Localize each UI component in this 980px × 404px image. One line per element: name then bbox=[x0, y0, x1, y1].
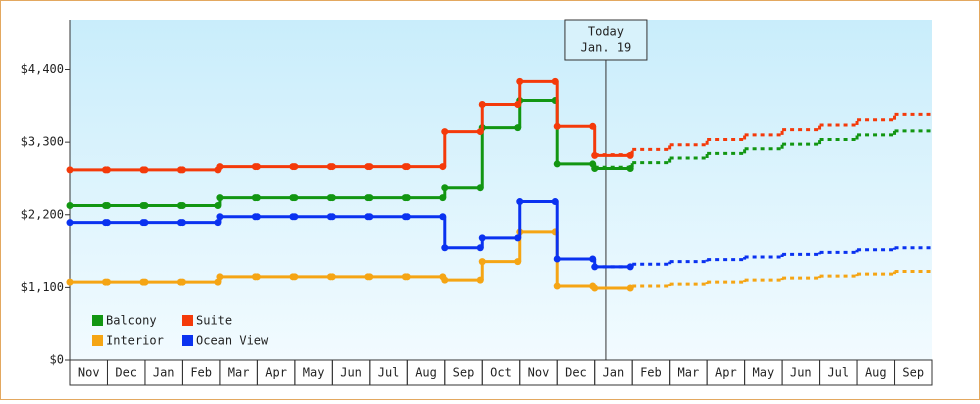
price-dot bbox=[441, 276, 449, 284]
x-tick-label: Apr bbox=[265, 366, 287, 380]
x-tick-label: Sep bbox=[453, 366, 475, 380]
price-dot bbox=[103, 202, 111, 210]
x-tick-label: Jun bbox=[340, 366, 362, 380]
price-dot bbox=[141, 202, 149, 210]
price-dot bbox=[553, 160, 561, 168]
price-dot bbox=[216, 194, 224, 202]
price-dot bbox=[141, 278, 149, 286]
legend-label: Balcony bbox=[106, 314, 157, 328]
price-dot bbox=[66, 278, 74, 286]
legend-label: Interior bbox=[106, 334, 164, 348]
legend-swatch bbox=[182, 335, 193, 346]
price-dot bbox=[553, 282, 561, 290]
y-tick-label: $2,200 bbox=[21, 207, 64, 221]
x-tick-label: Jan bbox=[153, 366, 175, 380]
y-tick-label: $3,300 bbox=[21, 135, 64, 149]
price-dot bbox=[328, 194, 336, 202]
legend-swatch bbox=[92, 335, 103, 346]
price-dot bbox=[103, 278, 111, 286]
price-dot bbox=[141, 166, 149, 174]
price-dot bbox=[478, 234, 486, 242]
price-dot bbox=[403, 213, 411, 221]
price-dot bbox=[553, 255, 561, 263]
price-dot bbox=[328, 273, 336, 281]
x-tick-label: Mar bbox=[678, 366, 700, 380]
x-tick-label: Sep bbox=[902, 366, 924, 380]
x-tick-label: Dec bbox=[565, 366, 587, 380]
price-dot bbox=[216, 273, 224, 281]
price-dot bbox=[441, 184, 449, 192]
price-dot bbox=[441, 128, 449, 136]
x-tick-label: Feb bbox=[190, 366, 212, 380]
price-dot bbox=[291, 213, 299, 221]
price-dot bbox=[328, 213, 336, 221]
price-dot bbox=[366, 273, 374, 281]
price-dot bbox=[178, 278, 186, 286]
price-dot bbox=[178, 166, 186, 174]
price-dot bbox=[253, 273, 261, 281]
price-dot bbox=[516, 77, 524, 85]
x-tick-label: Mar bbox=[228, 366, 250, 380]
x-tick-label: May bbox=[303, 366, 325, 380]
price-dot bbox=[253, 213, 261, 221]
price-dot bbox=[253, 163, 261, 171]
x-tick-label: Oct bbox=[490, 366, 512, 380]
plot-area bbox=[70, 20, 932, 360]
x-tick-label: Aug bbox=[415, 366, 437, 380]
price-dot bbox=[66, 219, 74, 227]
today-label: Today bbox=[588, 25, 624, 39]
price-dot bbox=[478, 101, 486, 109]
price-dot bbox=[403, 273, 411, 281]
x-tick-label: May bbox=[753, 366, 775, 380]
y-tick-label: $1,100 bbox=[21, 280, 64, 294]
today-label: Jan. 19 bbox=[581, 41, 632, 55]
price-dot bbox=[216, 163, 224, 171]
price-dot bbox=[403, 163, 411, 171]
price-dot bbox=[66, 202, 74, 210]
price-dot bbox=[178, 219, 186, 227]
price-dot bbox=[366, 163, 374, 171]
x-tick-label: Jul bbox=[827, 366, 849, 380]
price-dot bbox=[403, 194, 411, 202]
price-dot bbox=[103, 219, 111, 227]
x-tick-label: Nov bbox=[528, 366, 550, 380]
today-box bbox=[564, 19, 648, 61]
price-dot bbox=[516, 198, 524, 206]
legend-label: Suite bbox=[196, 314, 232, 328]
x-tick-label: Jun bbox=[790, 366, 812, 380]
price-dot bbox=[328, 163, 336, 171]
price-dot bbox=[478, 258, 486, 266]
x-tick-label: Apr bbox=[715, 366, 737, 380]
x-tick-label: Jan bbox=[603, 366, 625, 380]
legend-swatch bbox=[182, 315, 193, 326]
y-tick-label: $4,400 bbox=[21, 62, 64, 76]
x-tick-box bbox=[894, 359, 933, 386]
x-tick-label: Jul bbox=[378, 366, 400, 380]
price-dot bbox=[103, 166, 111, 174]
price-dot bbox=[253, 194, 261, 202]
x-tick-label: Dec bbox=[115, 366, 137, 380]
legend-label: Ocean View bbox=[196, 334, 269, 348]
legend-swatch bbox=[92, 315, 103, 326]
price-dot bbox=[366, 194, 374, 202]
price-dot bbox=[216, 213, 224, 221]
y-tick-label: $0 bbox=[50, 353, 64, 367]
price-dot bbox=[366, 213, 374, 221]
x-tick-label: Nov bbox=[78, 366, 100, 380]
price-dot bbox=[291, 194, 299, 202]
price-dot bbox=[178, 202, 186, 210]
x-tick-label: Aug bbox=[865, 366, 887, 380]
price-dot bbox=[291, 163, 299, 171]
price-dot bbox=[441, 244, 449, 252]
price-dot bbox=[141, 219, 149, 227]
price-dot bbox=[291, 273, 299, 281]
price-dot bbox=[66, 166, 74, 174]
price-dot bbox=[553, 122, 561, 130]
x-tick-label: Feb bbox=[640, 366, 662, 380]
